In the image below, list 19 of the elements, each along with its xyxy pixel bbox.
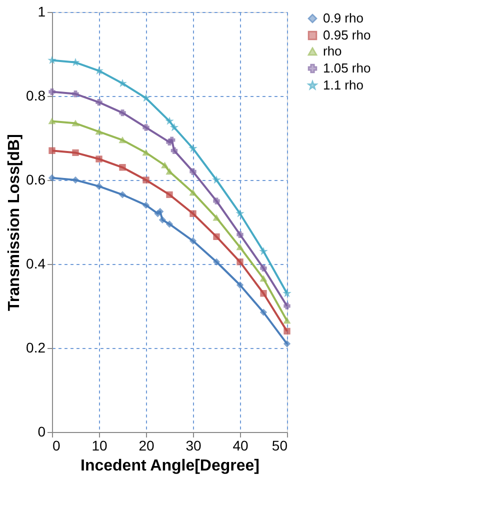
legend-label: 0.95 rho	[323, 28, 371, 42]
x-tick-label: 50	[272, 438, 288, 454]
legend-label: rho	[323, 44, 342, 58]
x-tick-label: 30	[186, 438, 202, 454]
y-tick-label: 0.4	[26, 256, 46, 272]
legend-label: 1.05 rho	[323, 60, 371, 76]
legend-label: 0.9 rho	[323, 10, 364, 26]
x-tick-label: 20	[138, 438, 154, 454]
legend-label: 1.1 rho	[323, 78, 364, 92]
y-tick-label: 0.6	[26, 172, 46, 188]
x-axis-title: Incedent Angle[Degree]	[80, 458, 260, 474]
x-tick-label: 40	[232, 438, 248, 454]
y-axis-title: Transmission Loss[dB]	[6, 134, 24, 311]
y-tick-label: 0.8	[26, 88, 46, 104]
x-tick-label: 0	[52, 438, 60, 454]
y-tick-label: 1	[38, 4, 46, 20]
y-tick-label: 0	[38, 424, 46, 440]
y-tick-label: 0.2	[26, 340, 46, 356]
x-tick-label: 10	[92, 438, 108, 454]
